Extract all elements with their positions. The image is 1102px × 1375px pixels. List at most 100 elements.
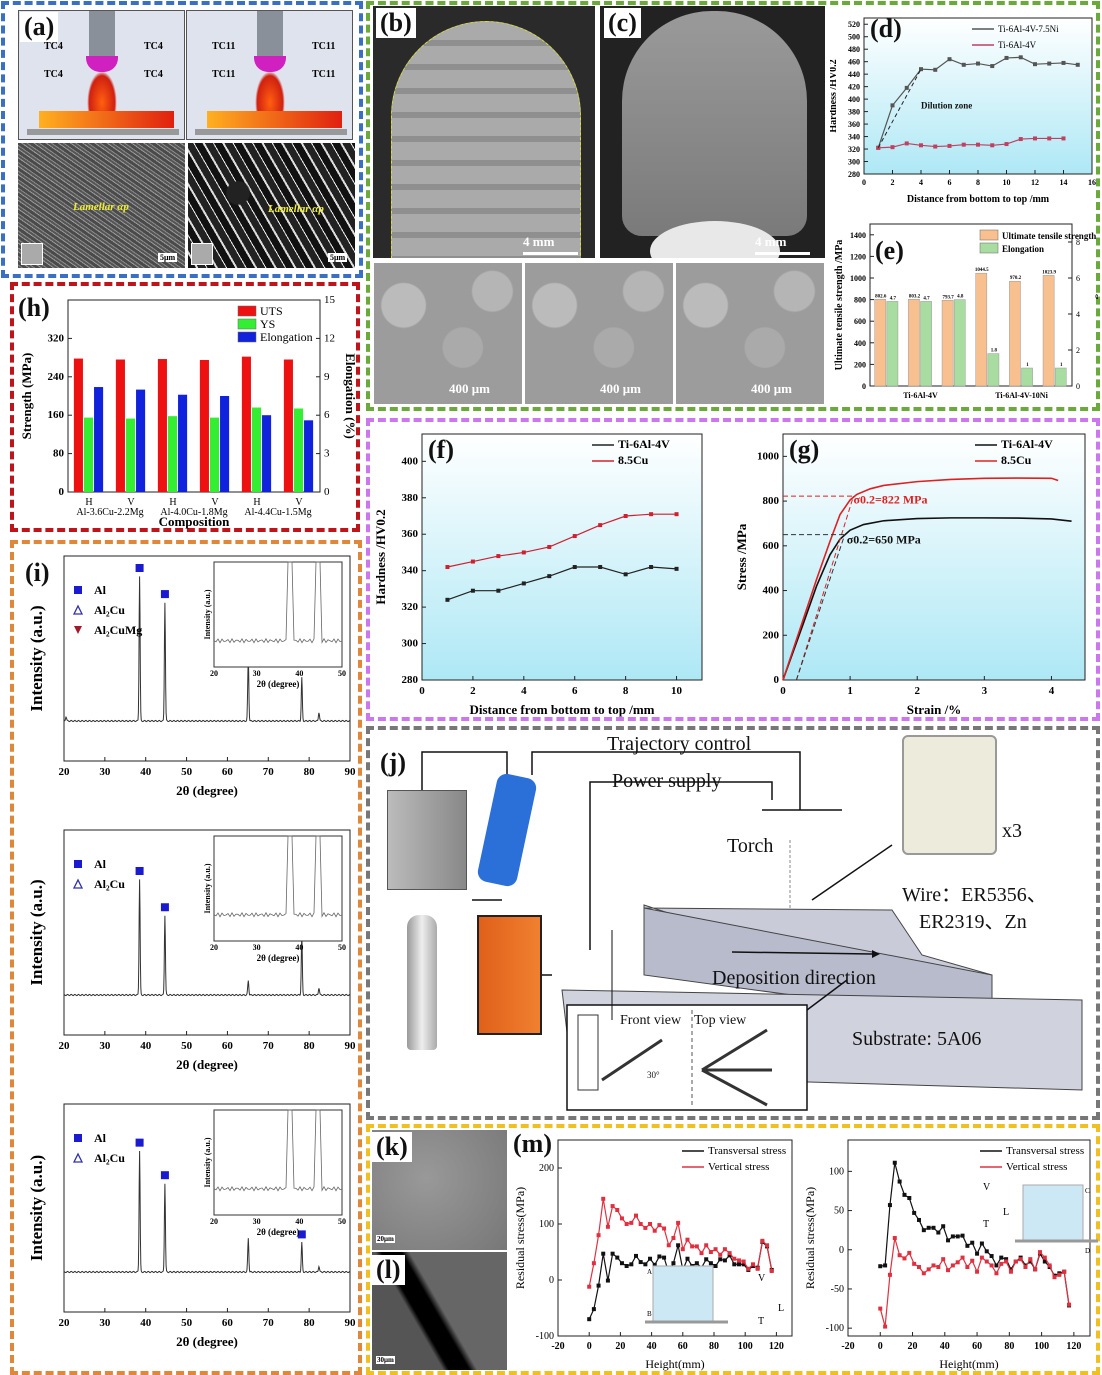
legend-label: Vertical stress	[708, 1161, 769, 1173]
plot-background	[783, 434, 1085, 680]
y-tick-label: 480	[848, 45, 860, 54]
data-point	[921, 1271, 926, 1276]
chart-i-xrd-3: 20 30 40 50 60 70 80 90 2θ (degree) Intensity (a.…	[27, 1103, 356, 1349]
y-tick-label: 420	[848, 83, 860, 92]
data-point	[615, 1255, 620, 1260]
data-point	[926, 1225, 931, 1230]
y2-tick-label: 2	[1076, 346, 1080, 355]
legend-label: Ultimate tensile strength	[1002, 231, 1096, 241]
plot-frame	[63, 1103, 351, 1313]
data-point	[591, 1261, 596, 1266]
data-point	[890, 103, 895, 108]
bar	[136, 389, 146, 492]
data-point	[933, 144, 938, 149]
robot-controller-image	[387, 790, 467, 890]
bar	[1054, 367, 1067, 387]
data-point	[1062, 1269, 1067, 1274]
data-point	[965, 1265, 970, 1270]
data-point	[1033, 62, 1037, 67]
data-point	[727, 1253, 732, 1258]
y-tick-label: 200	[539, 1163, 554, 1174]
x-tick-label: 2	[891, 178, 895, 187]
bar	[125, 418, 136, 492]
data-point	[445, 565, 450, 570]
data-point	[736, 1258, 741, 1263]
x-tick-label: 40	[647, 1341, 657, 1352]
data-point	[741, 1262, 746, 1267]
top-view-label: Top view	[694, 1013, 747, 1028]
series-line-vertical-stress	[879, 1237, 1070, 1327]
x-axis-label: Height(mm)	[939, 1357, 998, 1371]
x-tick-label: 70	[263, 1317, 275, 1329]
y-tick-label: 340	[402, 565, 419, 577]
legend-marker-square	[74, 586, 82, 594]
wire-label: TC11	[212, 41, 236, 52]
inset-y-label: Intensity (a.u.)	[203, 1137, 212, 1187]
data-point	[624, 1222, 629, 1226]
data-point	[990, 64, 995, 69]
panel-label-g: (g)	[789, 435, 820, 464]
inset-x-label: 2θ (degree)	[257, 679, 300, 689]
group-label: Al-4.0Cu-1.8Mg	[160, 507, 227, 518]
data-point	[727, 1251, 732, 1256]
y-tick-label: 300	[402, 638, 419, 650]
x-axis-label: Height(mm)	[645, 1357, 704, 1371]
y2-tick-label: 4	[1076, 310, 1080, 319]
bar	[241, 356, 251, 492]
data-point	[718, 1252, 723, 1257]
legend-label: Elongation	[1002, 244, 1044, 254]
data-point	[674, 566, 679, 571]
data-point	[694, 1261, 699, 1266]
y-tick-label: 240	[48, 371, 65, 383]
x-tick-label: 50	[181, 1040, 193, 1052]
data-point	[629, 1262, 634, 1267]
x-tick-label: 30	[99, 1317, 111, 1329]
xrd-pattern	[63, 576, 351, 723]
data-point	[610, 1251, 615, 1256]
y-tick-label: 360	[848, 120, 860, 129]
wire-label: TC4	[44, 41, 63, 52]
bar	[199, 360, 209, 492]
xrd-pattern	[63, 1150, 351, 1274]
data-point	[755, 1266, 760, 1271]
al-peak-marker	[160, 590, 169, 599]
inset-x-tick-label: 20	[210, 669, 218, 678]
data-point	[1008, 1269, 1013, 1274]
data-point	[1008, 1267, 1013, 1272]
wire-label: TC11	[312, 41, 336, 52]
inset-x-tick-label: 50	[338, 943, 346, 952]
data-point	[685, 1237, 690, 1242]
legend-swatch	[979, 242, 999, 254]
x-tick-label: 6	[948, 178, 952, 187]
y-tick-label: -100	[826, 1323, 844, 1334]
legend-swatch	[237, 305, 257, 317]
panel-j: Trajectory control Power supply Torch x3…	[372, 730, 1096, 1116]
data-point	[912, 1261, 917, 1266]
x-axis-label: Strain /%	[907, 702, 962, 717]
x-tick-label: 8	[623, 685, 629, 697]
x-axis-label: Distance from bottom to top /mm	[470, 702, 655, 717]
legend-label: Al₂Cu	[94, 1151, 125, 1165]
macro-image-b: 4 mm	[373, 6, 595, 258]
inset-pattern	[213, 1109, 343, 1192]
data-point	[941, 1257, 946, 1262]
legend-label: Al₂CuMg	[94, 623, 142, 637]
inset-label: V	[983, 1182, 991, 1193]
data-point	[887, 1272, 892, 1277]
legend-label: Ti-6Al-4V	[1001, 437, 1053, 451]
schematic-tc4: TC4 TC4 TC4 TC4	[18, 10, 185, 140]
al-peak-marker	[135, 1138, 144, 1147]
data-point	[713, 1264, 718, 1268]
data-point	[671, 1261, 676, 1266]
panel-label-e: (e)	[875, 236, 904, 265]
data-point	[1028, 1257, 1033, 1262]
y-tick-label: 360	[402, 528, 419, 540]
data-point	[732, 1262, 737, 1267]
panel-label-c: (c)	[604, 8, 641, 38]
y-tick-label: 200	[763, 629, 780, 641]
setup-diagram	[421, 751, 1083, 1111]
legend-swatch	[979, 229, 999, 241]
inset-label: A	[647, 1268, 652, 1276]
y-axis-label: Hardness /HV0.2	[373, 509, 388, 604]
x-tick-label: 20	[59, 1317, 71, 1329]
